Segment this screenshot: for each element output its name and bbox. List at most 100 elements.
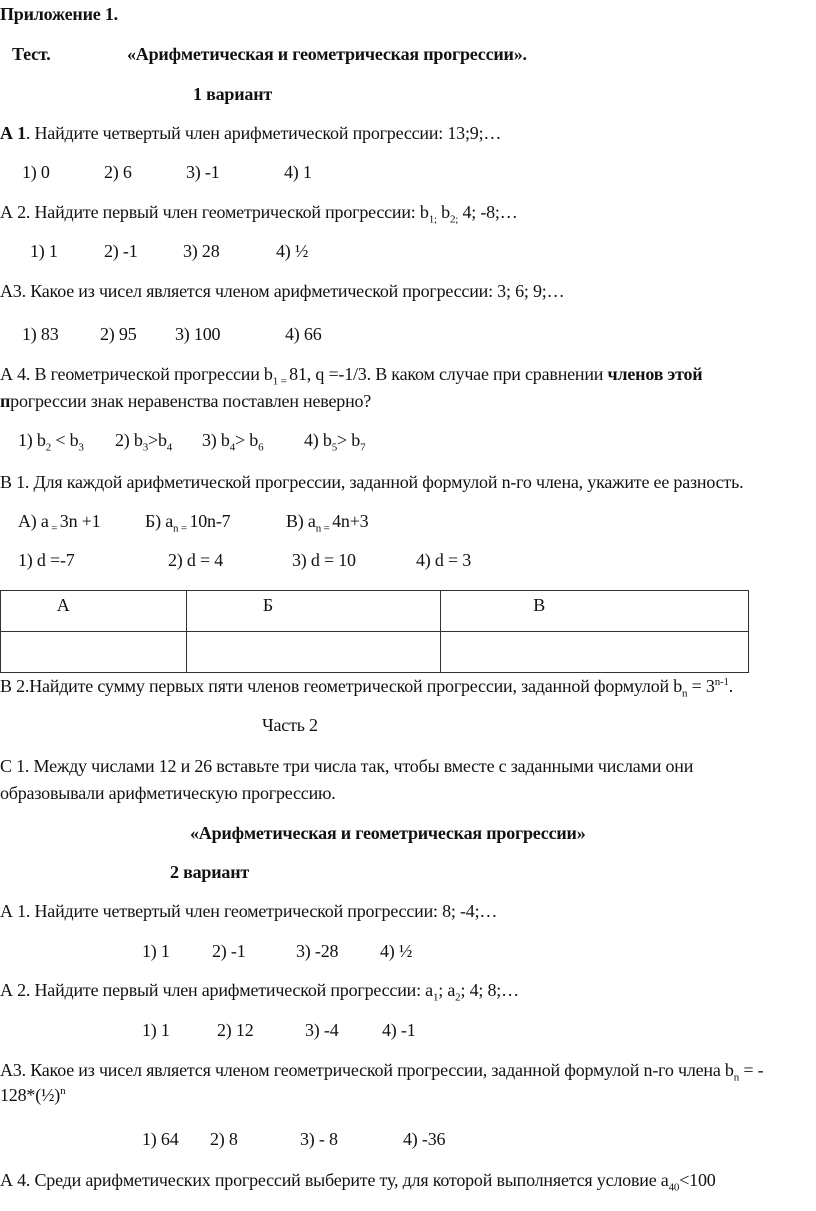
option: 1) 83 (22, 324, 59, 344)
text-segment: 10n-7 (189, 511, 231, 531)
option: 1) 1 (142, 941, 170, 961)
text-segment: рогрессии знак неравенства поставлен нев… (10, 391, 372, 411)
table-header-label: Б (262, 595, 274, 615)
text-segment: 2 (45, 441, 52, 454)
question-v1-b1: В 1. Для каждой арифметической прогресси… (0, 471, 744, 493)
text-segment: 4n+3 (332, 511, 369, 531)
formula: В) an = 4n+3 (286, 510, 369, 535)
text-segment: 3n +1 (59, 511, 101, 531)
option: 3) d = 10 (292, 550, 356, 570)
text-segment: n = (315, 522, 333, 535)
text-segment: 3 (142, 441, 149, 454)
option: 1) 1 (30, 241, 58, 261)
text-segment: <100 (679, 1170, 716, 1190)
text-segment: . Найдите четвертый член арифметической … (25, 123, 502, 143)
option: 2) 95 (100, 324, 137, 344)
option: 1) 64 (142, 1129, 179, 1149)
text-segment: 2) b (115, 430, 143, 450)
question-v1-a4: А 4. В геометрической прогрессии b1 = 81… (0, 363, 703, 388)
option: 2) 12 (217, 1020, 254, 1040)
text-segment: 1 (432, 991, 439, 1004)
question-v1-a4-cont: прогрессии знак неравенства поставлен не… (0, 390, 371, 412)
text-segment: < b (51, 430, 79, 450)
answer-table: А Б В (0, 590, 750, 673)
text-segment: >b (148, 430, 167, 450)
text-segment: Б) a (145, 511, 174, 531)
option: 2) 6 (104, 162, 132, 182)
option: 3) -1 (186, 162, 220, 182)
answer-cell-b[interactable] (185, 631, 441, 673)
text-segment: А3. Какое из чисел является членом геоме… (0, 1060, 734, 1080)
text-segment: = - (739, 1060, 764, 1080)
question-v2-a2: А 2. Найдите первый член арифметической … (0, 979, 519, 1004)
text-segment: 3 (78, 441, 84, 454)
option: 2) -1 (104, 241, 138, 261)
text-segment: В) a (286, 511, 316, 531)
text-segment: n (682, 687, 688, 700)
text-segment: ; 4; 8;… (460, 980, 519, 1000)
table-header-b: Б (185, 590, 441, 632)
text-segment: 1 = (272, 375, 290, 388)
text-segment: 4 (229, 441, 236, 454)
text-segment: А 1. Найдите четвертый член геометрическ… (0, 901, 498, 921)
option: 1) b2 < b3 (18, 429, 84, 454)
text-segment: 128*(½) (0, 1085, 61, 1105)
question-v1-c1: С 1. Между числами 12 и 26 вставьте три … (0, 756, 694, 776)
question-v2-a4: А 4. Среди арифметических прогрессий выб… (0, 1169, 716, 1194)
option: 3) 28 (183, 241, 220, 261)
option: 4) ½ (380, 941, 413, 961)
text-segment: 81, q =-1/3. В каком случае при сравнени… (289, 364, 608, 384)
text-segment: А3. Какое из чисел является членом арифм… (0, 281, 565, 301)
answer-cell-v[interactable] (439, 631, 750, 673)
question-v1-b2: В 2.Найдите сумму первых пяти членов гео… (0, 675, 734, 700)
text-segment: А 4. Среди арифметических прогрессий выб… (0, 1170, 669, 1190)
table-header-v: В (439, 590, 750, 632)
option: 3) b4> b6 (202, 429, 264, 454)
option: 2) b3>b4 (115, 429, 173, 454)
text-segment: n (60, 1085, 66, 1097)
text-segment: . (728, 676, 734, 696)
formula: А) a = 3n +1 (18, 510, 101, 534)
option: 4) 66 (285, 324, 322, 344)
option: 3) -28 (296, 941, 339, 961)
option: 4) 1 (284, 162, 312, 182)
table-header-a: А (0, 590, 187, 632)
option: 1) d =-7 (18, 550, 75, 570)
option: 3) 100 (175, 324, 221, 344)
test-label: Тест. (12, 44, 51, 64)
text-segment: > b (337, 430, 361, 450)
question-v2-a3: А3. Какое из чисел является членом геоме… (0, 1059, 764, 1084)
text-segment: п (0, 391, 11, 411)
option: 3) -4 (305, 1020, 339, 1040)
variant-2-heading: 2 вариант (170, 862, 250, 882)
text-segment: В 1. Для каждой арифметической прогресси… (0, 472, 744, 492)
text-segment: 1) b (18, 430, 46, 450)
option: 2) d = 4 (168, 550, 224, 570)
text-segment: 40 (668, 1181, 680, 1194)
text-segment: b (436, 202, 450, 222)
text-segment: 3) b (202, 430, 230, 450)
option: 4) -36 (403, 1129, 446, 1149)
text-segment: А) a (18, 511, 49, 531)
option: 3) - 8 (300, 1129, 338, 1149)
text-segment: n (733, 1071, 740, 1084)
text-segment: 4 (166, 441, 173, 454)
text-segment: > b (235, 430, 259, 450)
text-segment: А 2. Найдите первый член геометрической … (0, 202, 429, 222)
text-segment: 2; (449, 213, 459, 226)
text-segment: 1; (428, 213, 437, 226)
answer-cell-a[interactable] (0, 631, 187, 673)
text-segment: n-1 (714, 676, 729, 688)
option: 2) -1 (212, 941, 246, 961)
question-v1-a3: А3. Какое из чисел является членом арифм… (0, 280, 565, 302)
test-title: «Арифметическая и геометрическая прогрес… (127, 44, 527, 64)
part-2-heading: Часть 2 (262, 715, 318, 735)
text-segment: ; a (438, 980, 456, 1000)
table-header-label: В (533, 595, 546, 615)
text-segment: = 3 (687, 676, 715, 696)
text-segment: 5 (331, 441, 338, 454)
option: 4) ½ (276, 241, 309, 261)
variant-1-heading: 1 вариант (193, 84, 273, 104)
text-segment: n = (173, 522, 190, 535)
text-segment: А 2. Найдите первый член арифметической … (0, 980, 433, 1000)
